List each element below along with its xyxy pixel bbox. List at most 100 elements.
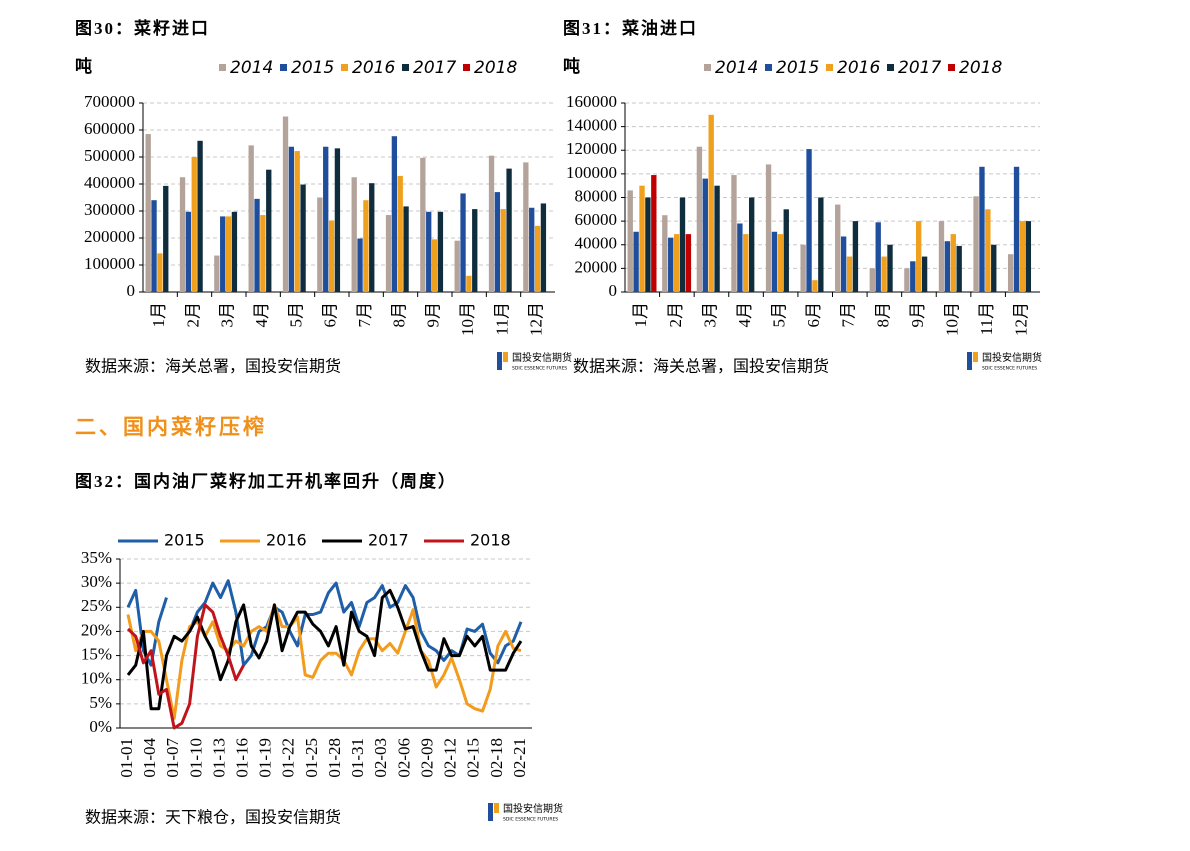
bar xyxy=(254,198,260,292)
legend-label: 2014 xyxy=(715,58,758,78)
legend-swatch xyxy=(219,64,226,71)
legend-label: 2015 xyxy=(164,531,205,550)
y-tick-label: 25% xyxy=(81,596,112,615)
y-tick-label: 40000 xyxy=(575,234,618,253)
bar xyxy=(869,268,875,292)
line-series xyxy=(126,588,523,711)
y-tick-label: 100000 xyxy=(84,254,135,273)
legend-swatch xyxy=(765,64,772,71)
legend-label: 2018 xyxy=(474,58,517,78)
y-tick-label: 0 xyxy=(127,281,136,300)
unit-label: 吨 xyxy=(563,56,582,76)
bar xyxy=(197,140,203,292)
y-tick-label: 60000 xyxy=(575,210,618,229)
bar xyxy=(534,225,541,292)
bar xyxy=(163,185,169,292)
x-tick-label: 6月 xyxy=(321,302,340,328)
logo-mark xyxy=(494,803,499,813)
y-tick-label: 20000 xyxy=(575,257,618,276)
logo-mark xyxy=(488,803,493,821)
bar xyxy=(357,238,363,292)
source: 数据来源：海关总署，国投安信期货 xyxy=(85,357,341,376)
bar xyxy=(852,221,859,292)
x-tick-label: 01-07 xyxy=(163,738,182,778)
y-tick-label: 20% xyxy=(81,620,112,639)
logo-mark xyxy=(973,352,978,362)
bar xyxy=(668,237,674,292)
bar xyxy=(950,234,956,292)
bar xyxy=(266,169,272,292)
bar xyxy=(639,185,645,292)
legend-swatch xyxy=(280,64,287,71)
bar xyxy=(904,268,910,292)
legend-swatch xyxy=(402,64,409,71)
bar xyxy=(1013,166,1020,292)
y-tick-label: 200000 xyxy=(84,227,135,246)
section-heading: 二、国内菜籽压榨 xyxy=(75,415,267,439)
y-tick-label: 500000 xyxy=(84,146,135,165)
bar xyxy=(317,197,323,292)
bar xyxy=(679,197,686,292)
x-tick-label: 01-01 xyxy=(117,738,136,778)
y-tick-label: 160000 xyxy=(566,92,617,111)
bar xyxy=(800,244,806,292)
bar xyxy=(835,204,841,292)
figure-title: 图30：菜籽进口 xyxy=(75,18,210,38)
bar xyxy=(431,239,438,292)
x-tick-label: 2月 xyxy=(666,302,685,328)
bar xyxy=(420,157,426,292)
bar xyxy=(369,183,375,292)
bar xyxy=(179,177,186,292)
bar xyxy=(225,216,232,292)
x-tick-label: 01-04 xyxy=(140,738,159,778)
legend-swatch xyxy=(704,64,711,71)
y-tick-label: 120000 xyxy=(566,139,617,158)
y-tick-label: 140000 xyxy=(566,116,617,135)
bar xyxy=(248,145,254,292)
y-tick-label: 80000 xyxy=(575,186,618,205)
x-tick-label: 01-16 xyxy=(232,738,251,778)
x-tick-label: 1月 xyxy=(149,302,168,328)
y-tick-label: 400000 xyxy=(84,173,135,192)
bar xyxy=(157,253,163,292)
legend-label: 2016 xyxy=(266,531,307,550)
bar xyxy=(466,275,472,292)
x-tick-label: 01-28 xyxy=(325,738,344,778)
x-tick-label: 7月 xyxy=(355,302,374,328)
logo-name: 国投安信期货 xyxy=(503,802,563,815)
bar xyxy=(662,215,668,292)
x-tick-label: 02-18 xyxy=(487,738,506,778)
bar xyxy=(881,256,887,292)
x-tick-label: 9月 xyxy=(424,302,443,328)
y-tick-label: 700000 xyxy=(84,92,135,111)
bar xyxy=(294,151,300,292)
legend-swatch xyxy=(948,64,955,71)
bar xyxy=(454,240,460,292)
bar xyxy=(323,146,329,292)
bar xyxy=(1025,221,1032,292)
x-tick-label: 01-19 xyxy=(256,738,275,778)
x-tick-label: 4月 xyxy=(252,302,271,328)
bar xyxy=(818,197,824,292)
bar xyxy=(403,206,409,292)
bar xyxy=(840,236,847,292)
bar xyxy=(956,245,962,292)
bar xyxy=(783,209,789,292)
legend-label: 2017 xyxy=(368,531,409,550)
bar xyxy=(777,234,784,292)
bar xyxy=(363,200,369,292)
bar xyxy=(460,193,466,292)
x-tick-label: 8月 xyxy=(389,302,408,328)
legend-label: 2016 xyxy=(352,58,395,78)
bar xyxy=(472,209,478,292)
x-tick-label: 11月 xyxy=(977,302,996,335)
bar xyxy=(731,175,737,292)
bar xyxy=(944,241,951,292)
x-tick-label: 7月 xyxy=(839,302,858,328)
bar xyxy=(1007,254,1014,292)
legend-swatch xyxy=(887,64,894,71)
logo-name: 国投安信期货 xyxy=(982,351,1042,364)
x-tick-label: 02-15 xyxy=(464,738,483,778)
logo-english: SDIC ESSENCE FUTURES xyxy=(512,366,567,372)
y-tick-label: 5% xyxy=(89,693,112,712)
